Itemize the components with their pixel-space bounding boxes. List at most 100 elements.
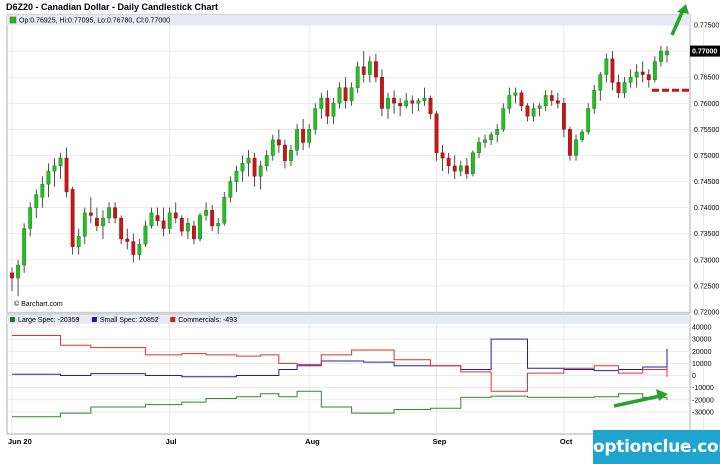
candle-up [149,207,154,229]
cot-tick-label: 30000 [692,337,712,344]
candle-down [446,152,451,174]
candle-up [543,90,548,112]
cot-series-line [12,390,668,418]
candle-up [422,87,427,106]
candle-up [40,176,45,208]
ohlc-label: Op:0.76925, Hi:0.77095, Lo:0.76780, Cl:0… [19,18,170,25]
last-price-label: 0.77000 [692,49,717,56]
candle-up [458,160,463,177]
candle-up [586,103,591,135]
candle-up [137,238,142,260]
cot-tick-label: -10000 [692,385,714,392]
price-tick-label: 0.73000 [694,257,719,264]
candle-down [125,228,130,250]
candle-up [319,92,324,119]
candle-down [10,267,14,292]
candle-down [343,77,348,109]
candle-up [652,56,657,83]
candle-up [574,134,578,161]
candle-down [192,220,196,245]
candle-up [483,134,487,148]
candle-up [28,202,33,237]
x-tick-label: Jun 20 [8,437,32,446]
candle-up [507,87,512,114]
last-price-marker [690,45,720,57]
candle-up [52,158,57,187]
candle-down [392,90,396,114]
candle-up [416,98,421,112]
candle-down [549,90,554,106]
candle-up [495,124,500,143]
candle-up [204,202,208,221]
candle-down [519,90,524,112]
candle-down [525,103,530,122]
price-legend-swatch [9,16,17,24]
candle-down [173,202,178,224]
candle-up [216,218,221,234]
candle-down [283,139,287,169]
price-tick-label: 0.74000 [694,205,719,212]
candle-down [252,152,257,187]
price-tick-label: 0.77500 [694,23,719,30]
cot-legend: Large Spec: -20359 Small Spec: 20852 Comme… [10,317,237,324]
candle-up [634,64,639,88]
cot-y-axis: 40000 30000 20000 10000 0 -10000 -20000 -30000 [692,325,714,417]
candle-up [592,85,597,114]
candle-down [428,95,433,119]
candle-up [313,103,318,135]
candle-up [143,220,148,247]
candle-down [113,202,118,224]
cot-tick-label: 40000 [692,325,712,332]
candle-down [276,129,281,153]
candle-down [179,215,184,237]
candle-down [568,126,572,161]
price-tick-label: 0.75500 [694,127,719,134]
source-label: © Barchart.com [14,300,63,308]
candle-up [337,82,342,109]
price-tick-label: 0.76000 [694,101,719,108]
candle-up [501,103,506,132]
candle-down [646,69,651,88]
up-right-arrow-icon [613,389,668,408]
candle-down [301,118,306,151]
candle-down [398,98,403,117]
cot-panel [6,314,691,435]
candle-down [95,207,99,232]
candle-up [331,98,336,125]
watermark-logo: optionclue.com [593,437,720,457]
candle-up [34,189,39,219]
candle-up [228,176,233,203]
candle-up [58,152,63,179]
price-tick-label: 0.76500 [694,75,719,82]
cot-tick-label: -30000 [692,409,714,416]
candle-up [22,223,27,273]
candle-up [659,45,663,67]
candle-up [404,92,409,109]
candle-up [258,160,263,190]
x-tick-label: Oct [560,437,573,446]
candle-down [70,186,75,255]
cot-header-bar [7,315,690,324]
candle-down [210,205,215,232]
candle-down [410,95,415,114]
candle-up [222,191,227,226]
price-tick-label: 0.74500 [694,179,719,186]
candle-up [477,137,481,159]
up-arrow-icon [670,4,689,36]
candle-up [107,202,111,224]
candle-up [513,87,518,104]
candle-up [471,150,475,177]
candle-down [561,98,566,138]
candle-up [101,210,105,239]
price-tick-label: 0.72000 [694,310,719,317]
candle-up [76,228,81,255]
candle-up [598,71,603,101]
candle-up [295,124,299,156]
candle-up [82,207,87,245]
candle-up [489,131,494,146]
cot-tick-label: -20000 [692,397,714,404]
candle-up [622,77,627,99]
price-tick-label: 0.73500 [694,231,719,238]
candle-up [307,124,312,148]
